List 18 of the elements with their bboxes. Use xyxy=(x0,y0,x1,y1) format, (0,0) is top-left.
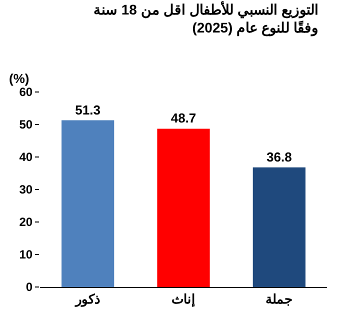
y-tick-label: 20 xyxy=(19,215,33,230)
y-tick-label: 0 xyxy=(26,280,33,294)
y-tick-label: 40 xyxy=(19,150,33,164)
x-tick-label: ذكور xyxy=(74,292,100,308)
data-label: 36.8 xyxy=(266,149,292,164)
y-tick-label: 10 xyxy=(19,248,33,262)
x-tick-label: جملة xyxy=(266,292,293,307)
chart-title: التوزيع النسبي للأطفال اقل من 18 سنة وفقًا للنوع عام (2025) xyxy=(93,0,318,37)
y-tick-label: 50 xyxy=(19,118,33,132)
y-axis-title: (%) xyxy=(9,71,30,86)
x-tick-label: إناث xyxy=(172,292,196,308)
y-tick-label: 60 xyxy=(19,85,33,100)
data-label: 48.7 xyxy=(170,110,196,126)
y-tick-label: 30 xyxy=(19,182,33,197)
bar xyxy=(157,128,210,287)
data-label: 51.3 xyxy=(75,102,100,118)
bar xyxy=(252,167,306,287)
bar xyxy=(62,120,114,287)
